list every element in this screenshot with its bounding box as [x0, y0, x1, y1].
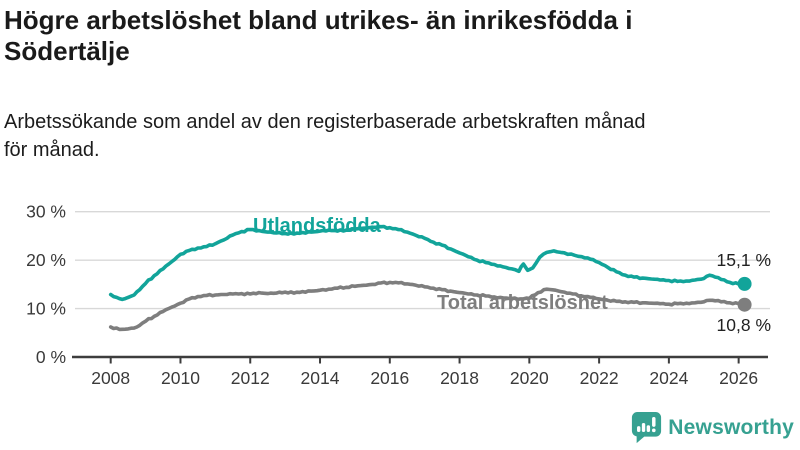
series-end-value-label: 15,1 % [717, 250, 771, 270]
x-axis-tick-label: 2024 [649, 368, 688, 388]
series-end-dot [737, 297, 752, 312]
newsworthy-logo: Newsworthy [631, 411, 794, 444]
chart-subtitle-line-1: Arbetssökande som andel av den registerb… [4, 111, 646, 133]
x-axis-tick-label: 2010 [161, 368, 200, 388]
y-axis-tick-label: 20 % [26, 250, 66, 270]
series-end-value-label: 10,8 % [717, 315, 771, 335]
y-axis-tick-label: 30 % [26, 202, 66, 222]
x-axis-tick-label: 2026 [719, 368, 758, 388]
series-line-utlandsfodda [108, 224, 747, 302]
line-chart: 0 % 10 % 20 % 30 % 2008 2010 2012 2014 2016 2018 2… [26, 202, 771, 388]
y-axis-tick-label: 10 % [26, 299, 66, 319]
series-label-total: Total arbetslöshet [437, 292, 608, 314]
x-axis-tick-label: 2008 [91, 368, 130, 388]
page-title-line-2: Södertälje [4, 36, 130, 66]
newsworthy-bar-chart-bubble-icon [632, 412, 662, 444]
x-axis-tick-label: 2018 [440, 368, 479, 388]
chart-subtitle: Arbetssökande som andel av den registerb… [4, 108, 792, 164]
page-title-line-1: Högre arbetslöshet bland utrikes- än inr… [4, 5, 633, 35]
x-axis-tick-label: 2022 [580, 368, 619, 388]
y-axis-tick-label: 0 % [36, 347, 66, 367]
x-axis-tick-label: 2020 [510, 368, 549, 388]
page-title: Högre arbetslöshet bland utrikes- än inr… [4, 5, 788, 67]
x-axis-tick-label: 2012 [231, 368, 270, 388]
newsworthy-wordmark: Newsworthy [668, 415, 794, 439]
series-line-total [108, 280, 747, 332]
x-axis-tick-label: 2014 [301, 368, 340, 388]
series-label-utlandsfodda: Utlandsfödda [253, 215, 382, 237]
x-axis-tick-label: 2016 [370, 368, 409, 388]
chart-subtitle-line-2: för månad. [4, 139, 100, 161]
series-end-dot [737, 276, 752, 291]
